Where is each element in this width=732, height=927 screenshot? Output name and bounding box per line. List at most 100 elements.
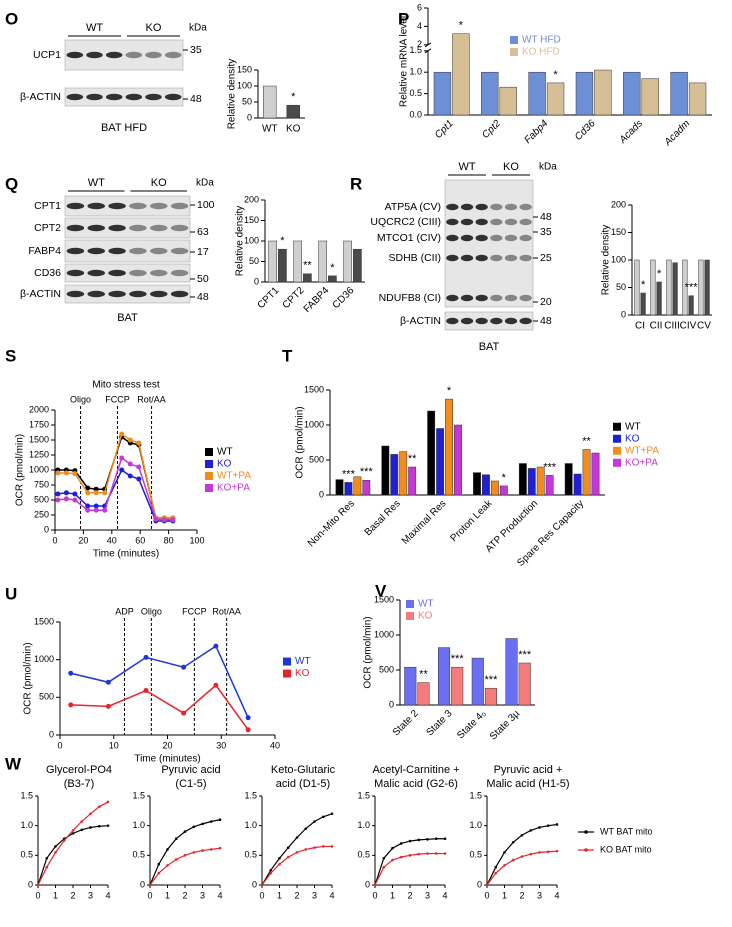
y-tick-label: 1750: [29, 419, 49, 429]
x-tick-label: 4: [554, 890, 559, 900]
x-tick-label: 40: [270, 740, 280, 750]
blot-band: [108, 202, 126, 210]
y-tick-label: 250: [34, 509, 49, 519]
bar: [286, 104, 300, 119]
data-point: [54, 845, 57, 848]
y-tick-label: 500: [379, 664, 394, 674]
blot-band: [170, 290, 189, 298]
blot-label: CPT2: [34, 222, 61, 234]
legend-label: WT BAT mito: [600, 826, 653, 836]
blot-band: [446, 254, 459, 262]
blot-band: [446, 317, 459, 325]
x-tick-label: Basal Res: [363, 498, 403, 538]
blot-band: [519, 317, 532, 325]
data-point: [245, 715, 251, 721]
data-point: [511, 840, 515, 844]
data-point: [520, 855, 524, 858]
panel-title: (C1-5): [175, 778, 206, 790]
blot-band: [150, 224, 168, 232]
blot-band: [170, 202, 189, 210]
y-axis-label: Relative density: [227, 59, 238, 130]
y-tick-label: 0: [140, 879, 145, 889]
blot-band: [108, 269, 126, 277]
blot-band: [519, 294, 532, 302]
blot-band: [170, 247, 189, 255]
y-tick-label: 1500: [29, 434, 49, 444]
panel-letter: Q: [5, 174, 18, 193]
series-line: [70, 644, 249, 718]
blot-band: [519, 254, 532, 262]
bar: [263, 85, 277, 119]
data-point: [209, 848, 213, 851]
legend-label: WT HFD: [522, 35, 561, 46]
bar: [335, 479, 344, 496]
blot-label: SDHB (CII): [389, 252, 442, 264]
blot-band: [490, 254, 503, 262]
data-point: [36, 883, 40, 887]
data-point: [399, 855, 403, 859]
data-point: [373, 883, 377, 887]
data-point: [494, 865, 498, 869]
blot-membrane: [64, 239, 191, 263]
y-axis-label: Relative density: [601, 225, 612, 296]
bar: [436, 428, 445, 496]
data-point: [443, 837, 447, 841]
bar: [670, 71, 688, 116]
blot-band: [164, 93, 182, 101]
blot-band: [475, 218, 488, 226]
x-tick-label: CD36: [331, 285, 357, 311]
blot-band: [490, 203, 503, 211]
bar: [545, 475, 554, 496]
data-point: [93, 486, 99, 492]
bar: [564, 463, 573, 496]
x-tick-label: 1: [165, 890, 170, 900]
blot-band: [475, 317, 488, 325]
data-point: [417, 838, 421, 842]
phase-label: Oligo: [141, 606, 162, 616]
data-point: [174, 858, 178, 861]
y-tick-label: 0.5: [409, 88, 422, 98]
x-tick-label: KO: [286, 124, 301, 135]
y-tick-label: 100: [611, 254, 626, 264]
phase-label: Rot/AA: [212, 606, 241, 616]
bar: [666, 259, 672, 316]
data-point: [102, 490, 108, 496]
bar: [438, 647, 451, 706]
legend-marker: [584, 830, 588, 834]
panel-title: acid (D1-5): [276, 778, 330, 790]
bar: [582, 449, 591, 496]
data-point: [313, 846, 316, 849]
bar: [381, 445, 390, 496]
significance: ***: [685, 282, 699, 294]
x-tick-label: CPT1: [256, 285, 282, 311]
blot-band: [108, 290, 126, 298]
data-point: [54, 851, 57, 854]
significance: **: [303, 260, 312, 272]
x-tick-label: 4: [442, 890, 447, 900]
data-point: [85, 485, 91, 491]
data-point: [417, 852, 421, 856]
series-line: [37, 801, 109, 886]
data-point: [55, 491, 61, 497]
phase-label: Rot/AA: [137, 394, 166, 404]
bar: [650, 259, 656, 316]
legend-label: KO: [217, 459, 232, 470]
data-point: [295, 836, 299, 839]
bar: [672, 262, 678, 316]
bar: [575, 71, 594, 116]
size-label: 35: [190, 44, 202, 56]
data-point: [511, 858, 515, 862]
data-point: [102, 507, 108, 513]
y-axis-label: Relative density: [235, 206, 246, 277]
blot-band: [170, 224, 189, 232]
y-tick-label: 1000: [29, 464, 49, 474]
blot-band: [108, 224, 126, 232]
y-tick-label: 0.5: [357, 850, 370, 860]
bar: [641, 78, 659, 116]
significance: ***: [518, 649, 532, 661]
blot-label: β-ACTIN: [20, 288, 61, 300]
x-tick-label: 30: [216, 740, 226, 750]
bar: [353, 476, 362, 496]
y-tick-label: 150: [244, 215, 259, 225]
